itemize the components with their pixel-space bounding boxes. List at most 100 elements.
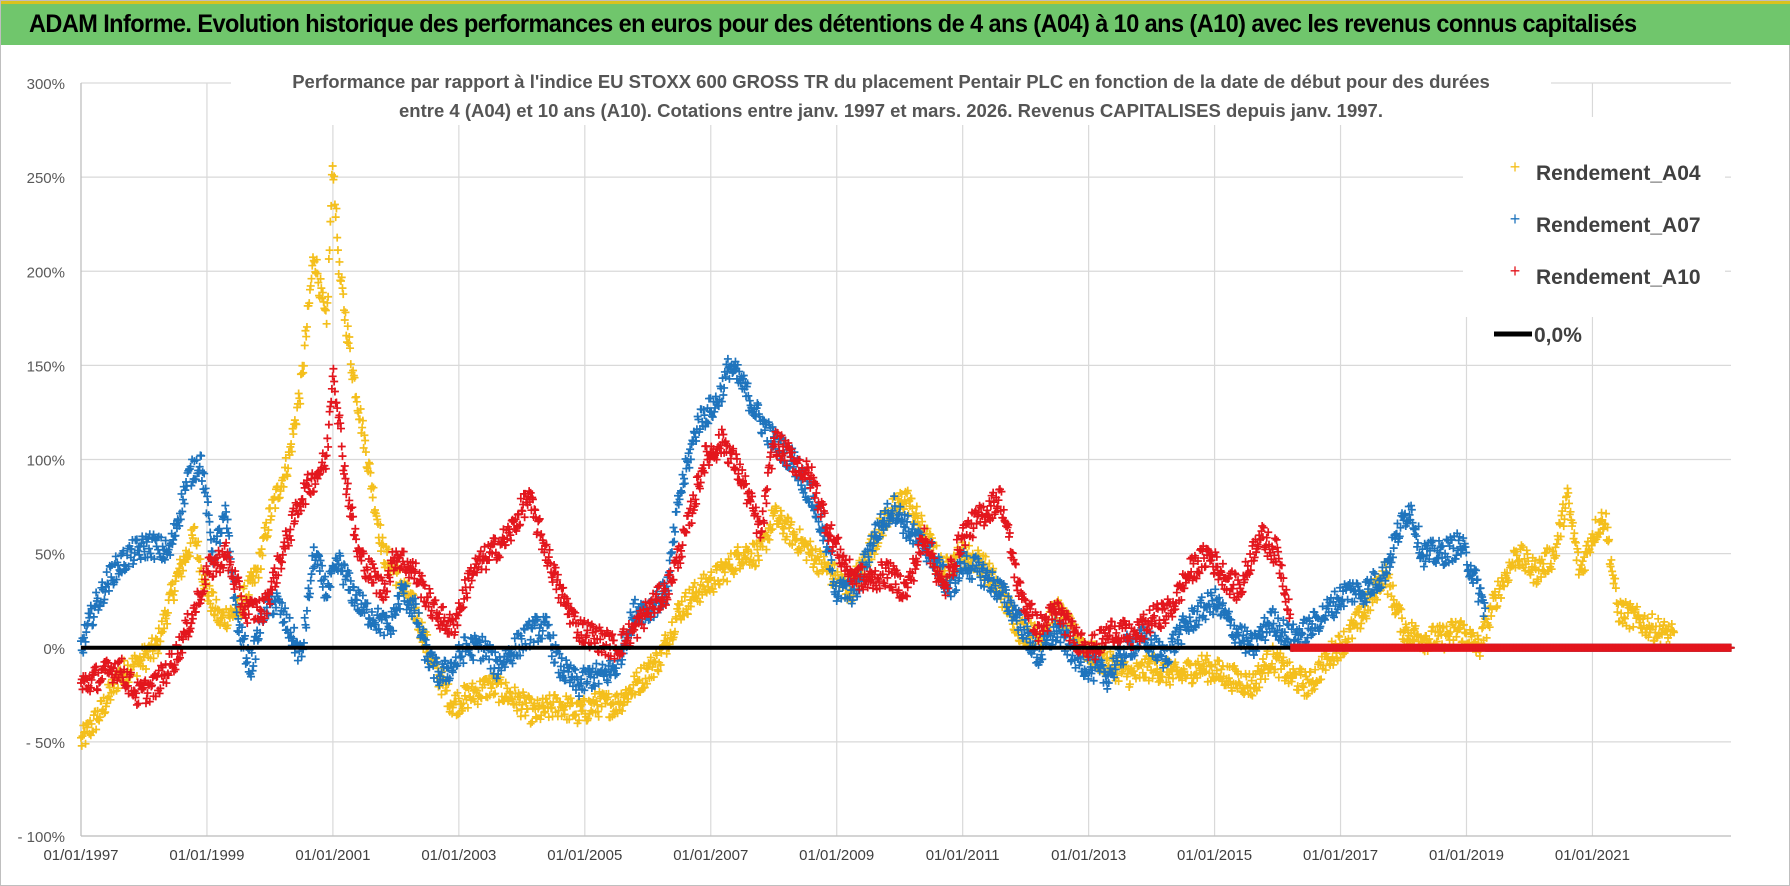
- data-point: [780, 519, 789, 528]
- data-point: [151, 634, 160, 643]
- y-tick-label: 100%: [27, 453, 65, 470]
- data-point: [766, 526, 775, 535]
- data-point: [210, 611, 219, 620]
- data-point: [1258, 654, 1267, 663]
- data-point: [306, 281, 315, 290]
- data-point: [365, 459, 374, 468]
- data-point: [332, 204, 341, 213]
- data-point: [604, 689, 613, 698]
- data-point: [661, 638, 670, 647]
- data-point: [565, 715, 574, 724]
- data-point: [156, 637, 165, 646]
- data-point: [1268, 659, 1277, 668]
- data-point: [328, 162, 337, 171]
- data-point: [305, 299, 314, 308]
- data-point: [188, 534, 197, 543]
- x-tick-label: 01/01/2021: [1555, 847, 1630, 864]
- data-point: [705, 575, 714, 584]
- data-point: [782, 532, 791, 541]
- data-point: [317, 284, 326, 293]
- x-axis: 01/01/1997 01/01/1999 01/01/2001 01/01/2003…: [43, 835, 1731, 864]
- data-points: [77, 162, 1735, 750]
- data-point: [330, 200, 339, 209]
- data-point: [324, 254, 333, 263]
- x-tick-label: 01/01/2005: [547, 847, 622, 864]
- data-point: [720, 568, 729, 577]
- data-point: [1246, 690, 1255, 699]
- data-point: [501, 678, 510, 687]
- data-point: [754, 556, 763, 565]
- data-point: [528, 717, 537, 726]
- data-point: [521, 711, 530, 720]
- data-point: [1285, 658, 1294, 667]
- data-point: [322, 319, 331, 328]
- x-tick-label: 01/01/2011: [926, 847, 1000, 864]
- data-point: [908, 504, 917, 513]
- data-point: [777, 511, 786, 520]
- data-point: [1311, 665, 1320, 674]
- data-point: [339, 290, 348, 299]
- data-point: [903, 486, 912, 495]
- data-point: [256, 565, 265, 574]
- data-point: [1211, 660, 1220, 669]
- data-point: [149, 654, 158, 663]
- data-point: [1248, 691, 1257, 700]
- data-point: [518, 700, 527, 709]
- data-point: [526, 719, 535, 728]
- data-point: [572, 710, 580, 719]
- data-point: [262, 518, 271, 527]
- data-point: [795, 525, 804, 534]
- data-point: [209, 588, 218, 597]
- data-point: [190, 522, 199, 531]
- data-point: [607, 700, 616, 709]
- data-point: [907, 494, 916, 503]
- data-point: [497, 679, 506, 688]
- data-point: [179, 566, 188, 575]
- data-point: [699, 570, 708, 579]
- data-point: [331, 213, 340, 222]
- data-point: [830, 560, 839, 569]
- data-point: [704, 582, 713, 591]
- x-tick-label: 01/01/1997: [43, 847, 118, 864]
- data-point: [114, 684, 123, 693]
- data-point: [731, 566, 740, 575]
- data-point: [751, 561, 760, 570]
- data-point: [284, 464, 293, 473]
- data-point: [1328, 652, 1337, 661]
- data-point: [287, 447, 296, 456]
- data-point: [932, 541, 941, 550]
- y-tick-label: 250%: [27, 170, 65, 187]
- data-point: [250, 578, 259, 587]
- data-point: [194, 537, 203, 546]
- y-tick-label: 300%: [27, 76, 65, 93]
- data-point: [169, 596, 178, 605]
- data-point: [283, 472, 292, 481]
- data-point: [330, 172, 339, 181]
- data-point: [163, 619, 172, 628]
- performance-scatter-chart: 01/01/1997 01/01/1999 01/01/2001 01/01/2003…: [1, 45, 1789, 885]
- data-point: [1247, 676, 1256, 685]
- data-point: [1319, 661, 1328, 670]
- data-point: [527, 695, 536, 704]
- data-point: [815, 555, 824, 564]
- data-point: [318, 288, 327, 297]
- title-banner: ADAM Informe. Evolution historique des p…: [1, 1, 1790, 45]
- data-point: [487, 684, 496, 693]
- data-point: [367, 482, 376, 491]
- data-point: [453, 688, 462, 697]
- data-point: [454, 694, 463, 703]
- data-point: [662, 649, 671, 658]
- data-point: [1193, 673, 1202, 682]
- data-point: [337, 273, 346, 282]
- data-point: [141, 664, 150, 673]
- data-point: [532, 714, 541, 723]
- data-point: [341, 308, 350, 317]
- data-point: [473, 700, 482, 709]
- data-point: [343, 322, 352, 331]
- data-point: [560, 710, 569, 719]
- x-tick-label: 01/01/2017: [1303, 847, 1378, 864]
- data-point: [326, 217, 335, 226]
- data-point: [709, 587, 718, 596]
- data-point: [601, 699, 610, 708]
- data-point: [369, 483, 378, 492]
